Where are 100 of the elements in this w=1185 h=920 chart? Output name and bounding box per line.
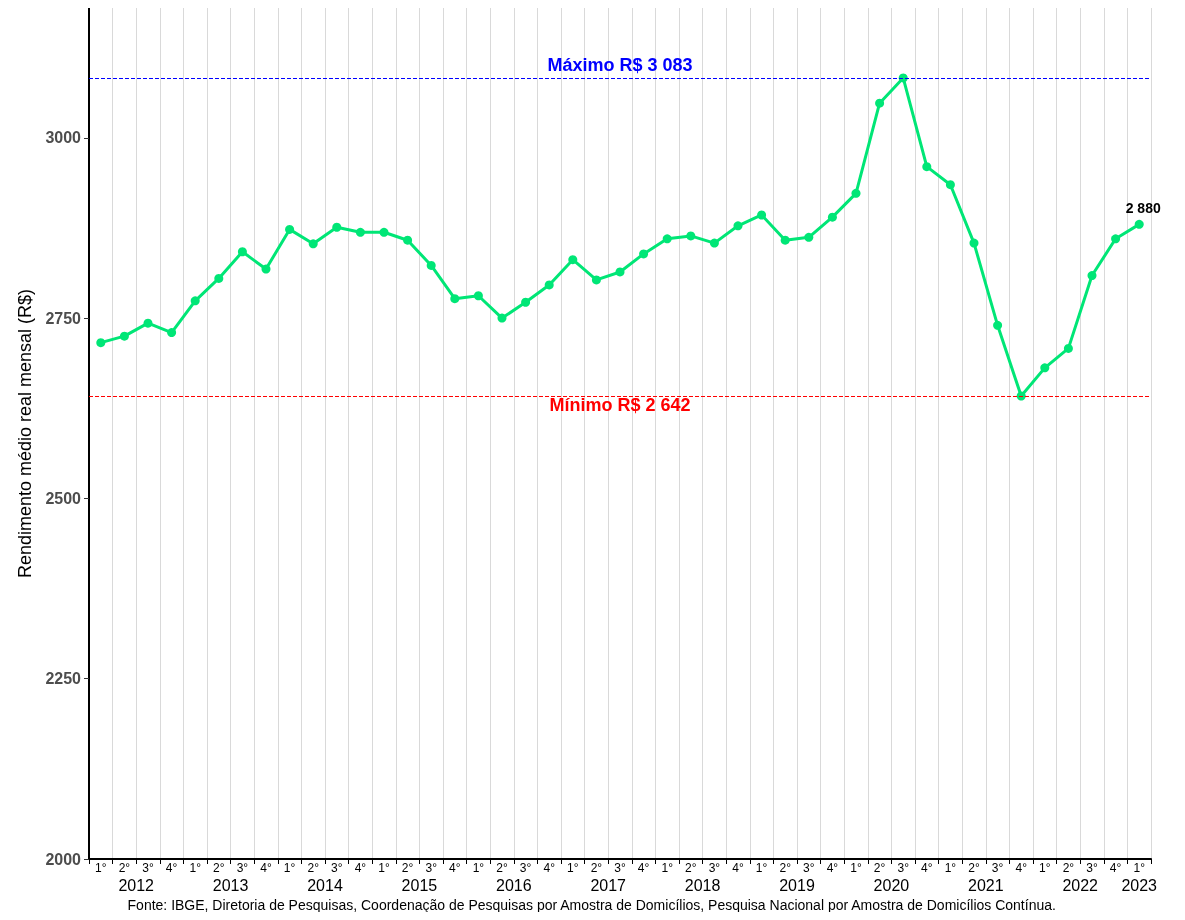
point [615, 267, 625, 277]
point [568, 255, 578, 265]
x-tick-label: 1° [944, 861, 957, 875]
x-tick-label: 2° [779, 861, 792, 875]
x-tick-label: 3° [236, 861, 249, 875]
point [521, 297, 531, 307]
ref-line-label: Máximo R$ 3 083 [547, 54, 693, 75]
point [190, 296, 200, 306]
text: 2012 [118, 876, 155, 894]
x-tick-label: 2° [213, 861, 225, 875]
x-tick-label: 1° [472, 861, 485, 875]
x-tick-label: 1° [661, 861, 674, 875]
x-tick-label: 4° [921, 861, 933, 875]
point [780, 235, 790, 245]
text: 2023 [1121, 876, 1158, 894]
x-tick-label: 2° [685, 861, 697, 875]
point [804, 232, 814, 242]
y-tick-label: 2500 [45, 489, 82, 507]
text: 2019 [779, 876, 815, 894]
x-tick-label: 1° [755, 861, 768, 875]
x-tick-label: 3° [142, 861, 154, 875]
x-tick-label: 2° [1062, 861, 1075, 875]
point [639, 249, 649, 259]
point [1016, 391, 1026, 401]
x-tick-label: 2° [496, 861, 508, 875]
point [969, 238, 979, 248]
y-tick-label: 2000 [45, 850, 82, 868]
point [403, 235, 413, 245]
text: 2017 [590, 876, 627, 894]
x-tick-label: 3° [991, 861, 1004, 875]
point [662, 234, 672, 244]
source-note: Fonte: IBGE, Diretoria de Pesquisas, Coordenação de Pesquisas por Amostra de Domicílios, Pesquisa Nacional por Amostra de Domicílios Contínua. [127, 897, 1056, 913]
point [827, 212, 837, 222]
point [1063, 343, 1073, 353]
y-tick-label: 2250 [45, 670, 82, 688]
point [544, 280, 554, 290]
point [473, 291, 483, 301]
point [214, 273, 224, 283]
point [851, 188, 861, 198]
point [426, 260, 436, 270]
point [261, 264, 271, 274]
point [993, 320, 1003, 330]
point [591, 275, 601, 285]
point [497, 313, 507, 323]
x-tick-label: 4° [260, 861, 272, 875]
x-tick-label: 3° [708, 861, 721, 875]
x-tick-label: 2° [401, 861, 414, 875]
point [1087, 271, 1097, 281]
text: 2022 [1062, 876, 1099, 894]
x-tick-label: 3° [331, 861, 343, 875]
point [875, 98, 885, 108]
y-tick-label: 2750 [45, 309, 82, 327]
x-tick-label: 4° [637, 861, 650, 875]
y-axis-title: Rendimento médio real mensal (R$) [15, 288, 35, 579]
point [237, 247, 247, 257]
x-tick-label: 1° [1133, 861, 1146, 875]
point [922, 162, 932, 172]
x-tick-label: 4° [732, 861, 744, 875]
x-tick-label: 3° [519, 861, 532, 875]
x-tick-label: 1° [1039, 861, 1051, 875]
text: 2020 [873, 876, 910, 894]
text: 2021 [968, 876, 1004, 894]
point [709, 238, 719, 248]
text: 2016 [496, 876, 532, 894]
point [355, 227, 365, 237]
point [96, 338, 106, 348]
x-tick-label: 4° [543, 861, 556, 875]
point [332, 222, 342, 232]
point [757, 210, 767, 220]
x-tick-label: 2° [307, 861, 320, 875]
ref-line-label: Mínimo R$ 2 642 [549, 395, 691, 415]
text: 2018 [684, 876, 721, 894]
x-tick-label: 1° [95, 861, 107, 875]
text: 2014 [307, 876, 343, 894]
point [1111, 234, 1121, 244]
x-tick-label: 2° [873, 861, 886, 875]
x-tick-label: 1° [189, 861, 202, 875]
x-tick-label: 4° [165, 861, 178, 875]
x-tick-label: 4° [449, 861, 461, 875]
x-tick-label: 2° [968, 861, 980, 875]
x-tick-label: 1° [283, 861, 296, 875]
data-label: 2 880 [1125, 199, 1161, 216]
text: 2015 [401, 876, 438, 894]
point [686, 231, 696, 241]
point [308, 239, 318, 249]
point [143, 318, 153, 328]
point [379, 227, 389, 237]
x-tick-label: 2° [590, 861, 603, 875]
point [1134, 219, 1144, 229]
x-tick-label: 1° [850, 861, 862, 875]
x-tick-label: 4° [1015, 861, 1028, 875]
point [1040, 363, 1050, 373]
x-tick-label: 3° [1086, 861, 1098, 875]
point [167, 328, 177, 338]
x-tick-label: 2° [118, 861, 131, 875]
point [945, 180, 955, 190]
x-tick-label: 1° [567, 861, 579, 875]
x-tick-label: 1° [378, 861, 390, 875]
text: 2013 [212, 876, 249, 894]
x-tick-label: 4° [1109, 861, 1122, 875]
